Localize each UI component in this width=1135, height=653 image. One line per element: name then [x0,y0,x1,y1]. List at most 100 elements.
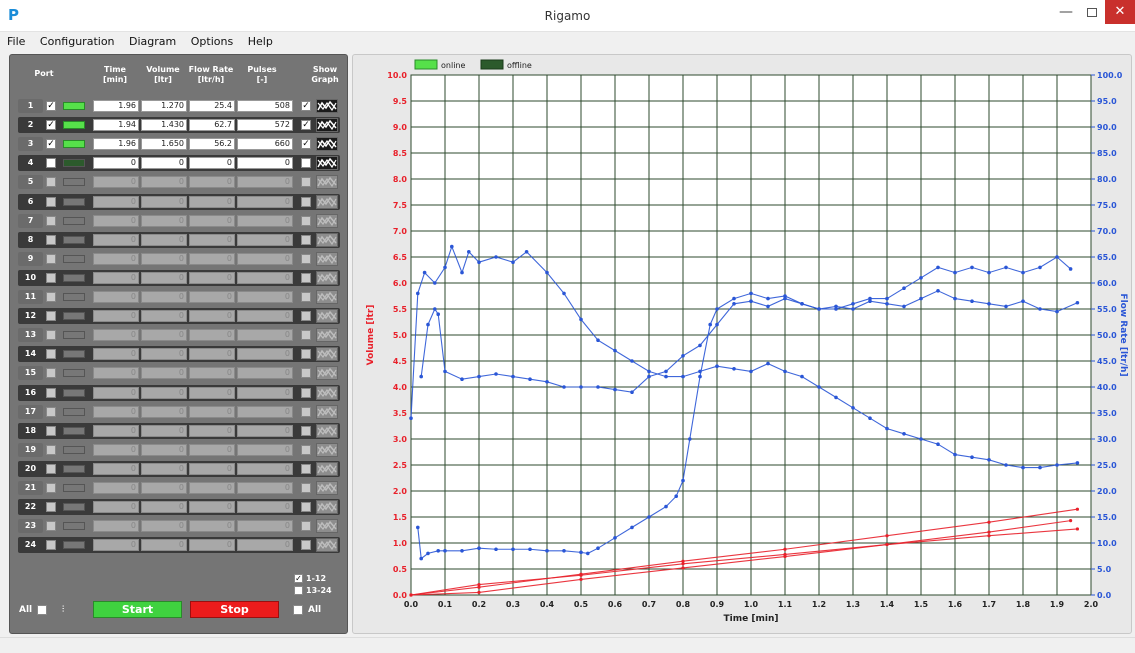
show-graph-checkbox[interactable] [301,254,311,264]
graph-pattern-icon[interactable] [316,328,338,342]
graph-pattern-icon[interactable] [316,290,338,304]
menu-options[interactable]: Options [184,33,237,51]
graph-pattern-icon[interactable] [316,366,338,380]
volume-value: 0 [141,176,187,188]
port-enable-checkbox[interactable] [46,311,56,321]
flow-series-point [511,260,515,264]
show-graph-checkbox[interactable] [301,368,311,378]
maximize-button[interactable] [1079,0,1105,24]
range-13-24-checkbox[interactable] [294,586,303,595]
port-row: 90000 [18,251,340,267]
port-enable-checkbox[interactable] [46,502,56,512]
show-graph-checkbox[interactable]: ✓ [301,120,311,130]
graph-pattern-icon[interactable] [316,271,338,285]
show-graph-checkbox[interactable] [301,540,311,550]
flow-rate-value: 0 [189,196,235,208]
show-graph-checkbox[interactable] [301,330,311,340]
close-button[interactable]: ✕ [1105,0,1135,24]
all-ports-checkbox[interactable] [37,605,47,615]
port-enable-checkbox[interactable] [46,349,56,359]
graph-pattern-icon[interactable] [316,481,338,495]
graph-pattern-icon[interactable] [316,424,338,438]
show-graph-checkbox[interactable] [301,445,311,455]
start-button[interactable]: Start [93,601,182,618]
graph-pattern-icon[interactable] [316,309,338,323]
port-enable-checkbox[interactable] [46,521,56,531]
show-graph-checkbox[interactable]: ✓ [301,101,311,111]
show-graph-checkbox[interactable] [301,483,311,493]
graph-pattern-icon[interactable] [316,386,338,400]
show-graph-checkbox[interactable] [301,521,311,531]
flow-series-point [436,549,440,553]
show-graph-checkbox[interactable] [301,349,311,359]
port-enable-checkbox[interactable] [46,292,56,302]
graph-pattern-icon[interactable] [316,500,338,514]
show-graph-checkbox[interactable] [301,273,311,283]
range-1-12[interactable]: ✓ 1-12 [294,574,326,583]
stop-button[interactable]: Stop [190,601,279,618]
port-enable-checkbox[interactable] [46,407,56,417]
port-number: 5 [18,175,43,189]
range-1-12-checkbox[interactable]: ✓ [294,574,303,583]
show-graph-checkbox[interactable] [301,426,311,436]
graph-pattern-icon[interactable] [316,137,338,151]
flow-volume-chart[interactable]: 0.0 0.1 0.2 0.3 0.4 0.5 0.6 0.7 0.8 0.9 1.0 1.1 1.2 1… [353,55,1133,635]
graph-pattern-icon[interactable] [316,233,338,247]
show-graph-checkbox[interactable] [301,407,311,417]
menu-file[interactable]: File [0,33,29,51]
port-enable-checkbox[interactable]: ✓ [46,101,56,111]
flow-series-point [688,437,692,441]
graph-pattern-icon[interactable] [316,538,338,552]
graph-pattern-icon[interactable] [316,118,338,132]
minimize-button[interactable]: — [1053,0,1079,24]
port-enable-checkbox[interactable] [46,388,56,398]
port-enable-checkbox[interactable] [46,483,56,493]
graph-pattern-icon[interactable] [316,519,338,533]
menu-diagram[interactable]: Diagram [122,33,180,51]
port-enable-checkbox[interactable] [46,426,56,436]
graph-pattern-icon[interactable] [316,405,338,419]
graph-pattern-icon[interactable] [316,175,338,189]
port-enable-checkbox[interactable] [46,464,56,474]
port-row: 40000 [18,155,340,171]
port-enable-checkbox[interactable] [46,368,56,378]
show-graph-checkbox[interactable]: ✓ [301,139,311,149]
port-enable-checkbox[interactable] [46,273,56,283]
graph-pattern-icon[interactable] [316,214,338,228]
show-graph-checkbox[interactable] [301,197,311,207]
graph-pattern-icon[interactable] [316,195,338,209]
port-enable-checkbox[interactable] [46,235,56,245]
x-tick-label: 0.4 [540,600,555,609]
port-enable-checkbox[interactable] [46,158,56,168]
port-enable-checkbox[interactable] [46,540,56,550]
port-enable-checkbox[interactable] [46,197,56,207]
menu-help[interactable]: Help [241,33,277,51]
graph-pattern-icon[interactable] [316,99,338,113]
graph-pattern-icon[interactable] [316,462,338,476]
status-led [63,389,85,397]
show-graph-checkbox[interactable] [301,311,311,321]
graph-pattern-icon[interactable] [316,156,338,170]
show-graph-checkbox[interactable] [301,502,311,512]
flow-series-point [766,297,770,301]
menu-configuration[interactable]: Configuration [33,33,119,51]
graph-pattern-icon[interactable] [316,443,338,457]
port-enable-checkbox[interactable] [46,254,56,264]
port-enable-checkbox[interactable]: ✓ [46,120,56,130]
show-graph-checkbox[interactable] [301,292,311,302]
all-graphs-checkbox[interactable] [293,605,303,615]
graph-pattern-icon[interactable] [316,347,338,361]
port-enable-checkbox[interactable] [46,330,56,340]
port-enable-checkbox[interactable]: ✓ [46,139,56,149]
show-graph-checkbox[interactable] [301,177,311,187]
graph-pattern-icon[interactable] [316,252,338,266]
port-enable-checkbox[interactable] [46,445,56,455]
port-enable-checkbox[interactable] [46,177,56,187]
show-graph-checkbox[interactable] [301,158,311,168]
show-graph-checkbox[interactable] [301,464,311,474]
show-graph-checkbox[interactable] [301,216,311,226]
show-graph-checkbox[interactable] [301,235,311,245]
show-graph-checkbox[interactable] [301,388,311,398]
port-enable-checkbox[interactable] [46,216,56,226]
range-13-24[interactable]: 13-24 [294,586,332,595]
